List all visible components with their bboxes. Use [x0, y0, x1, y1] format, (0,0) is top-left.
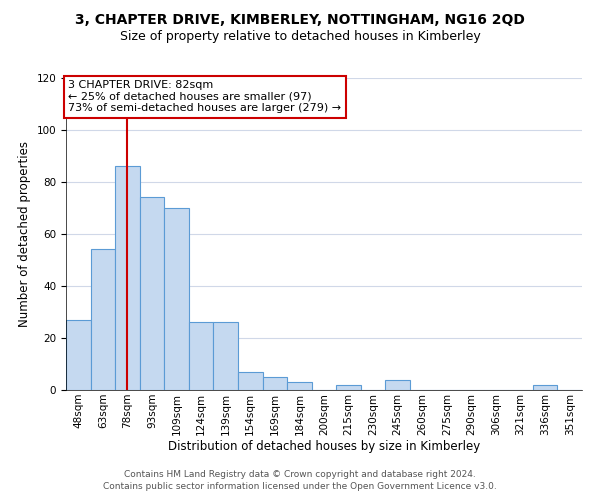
Bar: [66, 320, 91, 390]
Text: 3, CHAPTER DRIVE, KIMBERLEY, NOTTINGHAM, NG16 2QD: 3, CHAPTER DRIVE, KIMBERLEY, NOTTINGHAM,…: [75, 12, 525, 26]
Bar: [533, 385, 557, 390]
Bar: [140, 198, 164, 390]
Bar: [238, 372, 263, 390]
Text: Contains public sector information licensed under the Open Government Licence v3: Contains public sector information licen…: [103, 482, 497, 491]
Text: 3 CHAPTER DRIVE: 82sqm
← 25% of detached houses are smaller (97)
73% of semi-det: 3 CHAPTER DRIVE: 82sqm ← 25% of detached…: [68, 80, 341, 114]
X-axis label: Distribution of detached houses by size in Kimberley: Distribution of detached houses by size …: [168, 440, 480, 454]
Text: Size of property relative to detached houses in Kimberley: Size of property relative to detached ho…: [119, 30, 481, 43]
Bar: [164, 208, 189, 390]
Y-axis label: Number of detached properties: Number of detached properties: [18, 141, 31, 327]
Bar: [214, 322, 238, 390]
Bar: [189, 322, 214, 390]
Bar: [287, 382, 312, 390]
Text: Contains HM Land Registry data © Crown copyright and database right 2024.: Contains HM Land Registry data © Crown c…: [124, 470, 476, 479]
Bar: [336, 385, 361, 390]
Bar: [385, 380, 410, 390]
Bar: [91, 250, 115, 390]
Bar: [263, 377, 287, 390]
Bar: [115, 166, 140, 390]
